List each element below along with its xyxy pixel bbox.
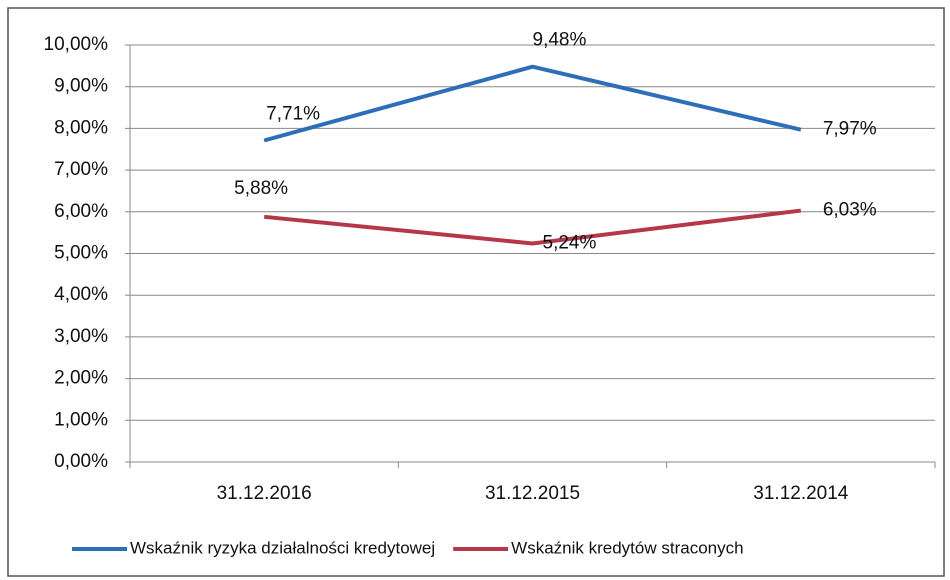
x-tick-label: 31.12.2016	[217, 483, 312, 504]
y-tick-label: 4,00%	[54, 284, 108, 305]
y-tick-label: 0,00%	[54, 451, 108, 472]
chart-frame	[7, 7, 945, 577]
data-label: 7,97%	[823, 119, 877, 140]
data-label: 5,24%	[543, 233, 597, 254]
data-label: 6,03%	[823, 200, 877, 221]
series-line	[263, 208, 802, 246]
data-label: 9,48%	[533, 30, 587, 51]
y-tick-label: 2,00%	[54, 368, 108, 389]
data-label: 5,88%	[234, 178, 288, 199]
x-tick-label: 31.12.2014	[753, 483, 849, 504]
y-tick-label: 8,00%	[54, 117, 108, 138]
x-tick-label: 31.12.2015	[485, 483, 580, 504]
series-line	[263, 64, 802, 143]
y-tick-label: 3,00%	[54, 326, 108, 347]
legend-label: Wskaźnik ryzyka działalności kredytowej	[130, 538, 435, 557]
y-tick-label: 1,00%	[54, 409, 108, 430]
y-tick-label: 5,00%	[54, 243, 108, 264]
y-tick-label: 6,00%	[54, 201, 108, 222]
y-tick-label: 10,00%	[44, 34, 109, 55]
y-tick-label: 7,00%	[54, 159, 108, 180]
legend-label: Wskaźnik kredytów straconych	[511, 538, 743, 557]
y-tick-label: 9,00%	[54, 76, 108, 97]
data-label: 7,71%	[266, 104, 320, 125]
